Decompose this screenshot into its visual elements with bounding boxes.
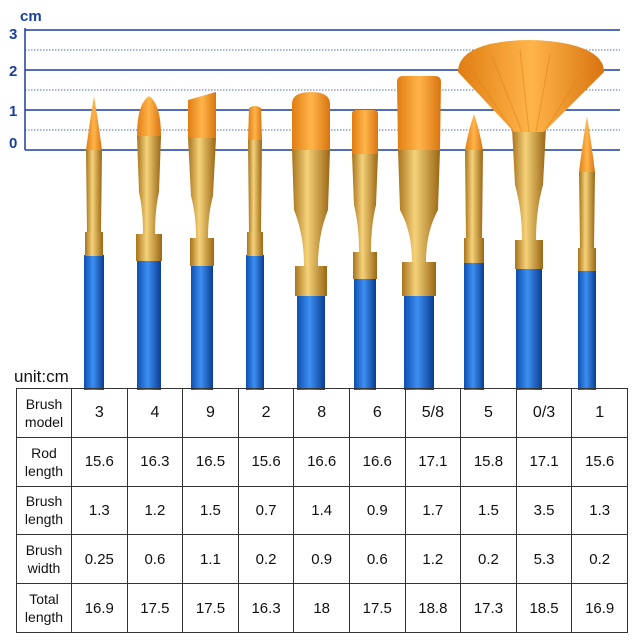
table-row-total-length: Total length 16.9 17.5 17.5 16.3 18 17.5 … (16, 583, 628, 633)
table-cell: 1.5 (182, 485, 239, 536)
liner-brush-icon (246, 106, 264, 390)
table-cell: 2 (237, 388, 295, 438)
table-cell: 0.9 (293, 534, 350, 585)
table-cell: 0.2 (237, 534, 295, 585)
table-cell: 0/3 (515, 388, 573, 438)
table-cell: 16.5 (182, 436, 239, 487)
table-cell: 0.2 (460, 534, 517, 585)
table-cell: 16.3 (237, 583, 295, 633)
table-cell: 17.1 (404, 436, 462, 487)
table-cell: 15.6 (571, 436, 628, 487)
table-row-rod-length: Rod length 15.6 16.3 16.5 15.6 16.6 16.6 … (16, 436, 628, 487)
table-cell: 6 (348, 388, 406, 438)
table-cell: 4 (126, 388, 184, 438)
table-row-brush-width: Brush width 0.25 0.6 1.1 0.2 0.9 0.6 1.2 … (16, 534, 628, 585)
table-cell: 16.6 (348, 436, 406, 487)
row-header: Rod length (16, 436, 72, 487)
table-row-brush-model: Brush model 3 4 9 2 8 6 5/8 5 0/3 1 (16, 388, 628, 438)
table-cell: 5/8 (404, 388, 462, 438)
table-cell: 1.5 (460, 485, 517, 536)
round-brush-icon (578, 116, 596, 390)
table-cell: 1.3 (571, 485, 628, 536)
brush-spec-table: Brush model 3 4 9 2 8 6 5/8 5 0/3 1 Rod le… (16, 388, 628, 633)
table-cell: 15.6 (71, 436, 128, 487)
table-cell: 3 (71, 388, 128, 438)
fan-brush-icon (458, 40, 604, 390)
row-header: Brush length (16, 485, 72, 536)
table-row-brush-length: Brush length 1.3 1.2 1.5 0.7 1.4 0.9 1.7 … (16, 485, 628, 536)
table-cell: 16.6 (293, 436, 350, 487)
row-header: Brush width (16, 534, 72, 585)
angled-brush-icon (188, 92, 216, 390)
table-cell: 17.5 (126, 583, 184, 633)
unit-label: unit:cm (14, 367, 69, 386)
ruler-unit-label: cm (20, 8, 42, 25)
table-cell: 0.9 (348, 485, 406, 536)
table-cell: 17.3 (460, 583, 517, 633)
table-cell: 17.1 (515, 436, 573, 487)
filbert-brush-icon (292, 92, 330, 390)
row-header: Total length (16, 583, 72, 633)
table-cell: 1.4 (293, 485, 350, 536)
table-cell: 15.8 (460, 436, 517, 487)
table-cell: 0.6 (348, 534, 406, 585)
table-cell: 1.3 (71, 485, 128, 536)
table-cell: 3.5 (515, 485, 573, 536)
table-cell: 18.5 (515, 583, 573, 633)
ruler-mark-1: 1 (9, 103, 17, 120)
flat-brush-icon (352, 110, 378, 390)
table-cell: 1.1 (182, 534, 239, 585)
table-cell: 5 (460, 388, 517, 438)
table-cell: 1.2 (404, 534, 462, 585)
table-cell: 0.7 (237, 485, 295, 536)
round-brush-icon (136, 96, 162, 390)
brush-set-illustration (84, 40, 604, 390)
table-cell: 0.25 (71, 534, 128, 585)
table-cell: 17.5 (348, 583, 406, 633)
round-brush-icon (84, 96, 104, 390)
table-cell: 9 (182, 388, 239, 438)
table-cell: 0.6 (126, 534, 184, 585)
table-cell: 16.9 (71, 583, 128, 633)
ruler-mark-3: 3 (9, 26, 17, 43)
table-cell: 15.6 (237, 436, 295, 487)
table-cell: 5.3 (515, 534, 573, 585)
table-cell: 0.2 (571, 534, 628, 585)
table-cell: 1.7 (404, 485, 462, 536)
table-cell: 16.3 (126, 436, 184, 487)
round-brush-icon (464, 114, 484, 390)
flat-brush-icon (397, 76, 441, 390)
table-cell: 18.8 (404, 583, 462, 633)
table-cell: 16.9 (571, 583, 628, 633)
table-cell: 1.2 (126, 485, 184, 536)
table-cell: 1 (571, 388, 628, 438)
ruler-mark-2: 2 (9, 63, 17, 80)
ruler-mark-0: 0 (9, 135, 17, 152)
table-cell: 17.5 (182, 583, 239, 633)
table-cell: 18 (293, 583, 350, 633)
row-header: Brush model (16, 388, 72, 438)
table-cell: 8 (293, 388, 350, 438)
